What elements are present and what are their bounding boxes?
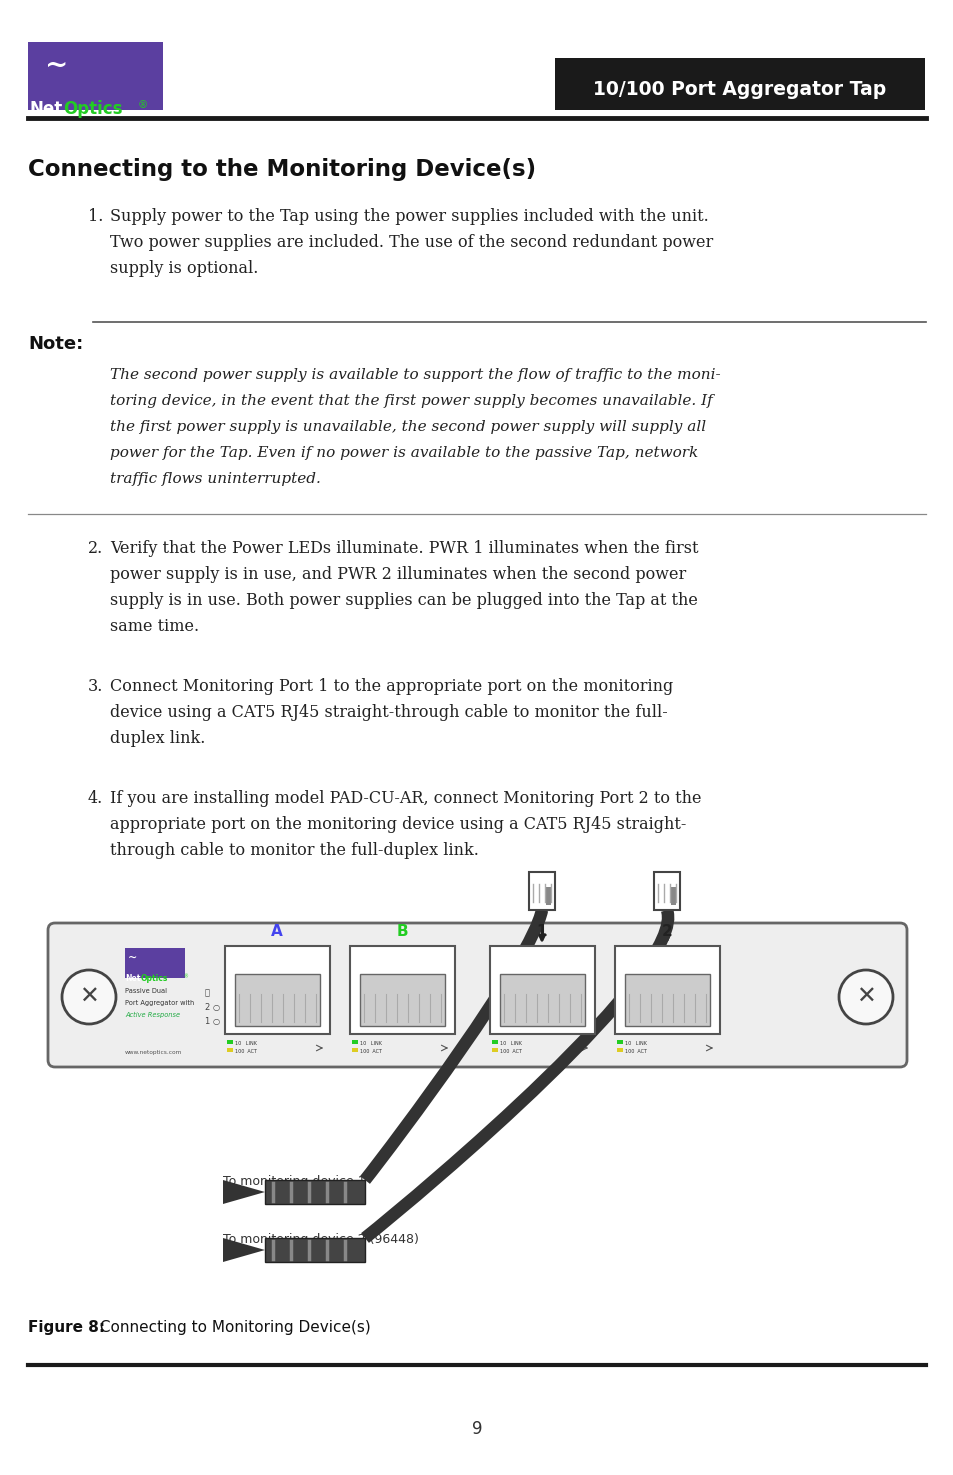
Text: If you are installing model PAD-CU-AR, connect Monitoring Port 2 to the
appropri: If you are installing model PAD-CU-AR, c… xyxy=(110,791,700,860)
Circle shape xyxy=(62,971,116,1024)
Text: 100  ACT: 100 ACT xyxy=(624,1049,646,1055)
Text: Figure 8:: Figure 8: xyxy=(28,1320,105,1335)
Text: Supply power to the Tap using the power supplies included with the unit.
Two pow: Supply power to the Tap using the power … xyxy=(110,208,713,277)
Bar xyxy=(265,1238,365,1263)
Text: Connecting to Monitoring Device(s): Connecting to Monitoring Device(s) xyxy=(95,1320,371,1335)
Bar xyxy=(492,1040,497,1044)
Text: Net: Net xyxy=(125,974,140,982)
Bar xyxy=(227,1049,233,1052)
Bar xyxy=(529,872,555,910)
Bar xyxy=(227,1040,233,1044)
Text: 10   LINK: 10 LINK xyxy=(234,1041,256,1046)
Text: ®: ® xyxy=(183,974,188,979)
Text: Verify that the Power LEDs illuminate. PWR 1 illuminates when the first
power su: Verify that the Power LEDs illuminate. P… xyxy=(110,540,698,636)
Text: The second power supply is available to support the flow of traffic to the moni-: The second power supply is available to … xyxy=(110,367,720,382)
Text: ~: ~ xyxy=(45,52,69,80)
Text: 3.: 3. xyxy=(88,678,103,695)
Circle shape xyxy=(838,971,892,1024)
Bar xyxy=(545,886,551,906)
Bar xyxy=(350,945,455,1034)
Bar xyxy=(490,945,595,1034)
Text: ✕: ✕ xyxy=(79,985,99,1009)
Text: Connect Monitoring Port 1 to the appropriate port on the monitoring
device using: Connect Monitoring Port 1 to the appropr… xyxy=(110,678,673,748)
Text: 2: 2 xyxy=(661,923,672,940)
Text: 1 ○: 1 ○ xyxy=(205,1016,220,1027)
Text: ®: ® xyxy=(138,100,148,111)
Text: 100  ACT: 100 ACT xyxy=(359,1049,381,1055)
Bar xyxy=(615,945,720,1034)
Text: Optics: Optics xyxy=(63,100,122,118)
Text: 2 ○: 2 ○ xyxy=(205,1003,220,1012)
Bar xyxy=(555,58,924,111)
Text: Optics: Optics xyxy=(141,974,168,982)
Text: toring device, in the event that the first power supply becomes unavailable. If: toring device, in the event that the fir… xyxy=(110,394,712,409)
Text: Passive Dual: Passive Dual xyxy=(125,988,167,994)
Bar xyxy=(617,1049,622,1052)
Text: 1: 1 xyxy=(537,923,547,940)
Text: 100  ACT: 100 ACT xyxy=(499,1049,521,1055)
Text: ✕: ✕ xyxy=(855,985,875,1009)
Text: ~: ~ xyxy=(128,951,137,963)
Text: B: B xyxy=(395,923,407,940)
Text: Active Response: Active Response xyxy=(125,1012,180,1018)
Text: To monitoring device 1: To monitoring device 1 xyxy=(223,1176,365,1187)
FancyBboxPatch shape xyxy=(48,923,906,1066)
Bar xyxy=(352,1049,357,1052)
Text: A: A xyxy=(271,923,283,940)
Bar xyxy=(617,1040,622,1044)
Text: 1.: 1. xyxy=(88,208,103,226)
Polygon shape xyxy=(223,1180,265,1204)
Bar xyxy=(265,1180,365,1204)
Bar xyxy=(624,974,709,1027)
Text: To monitoring device 2 (96448): To monitoring device 2 (96448) xyxy=(223,1233,418,1246)
Bar xyxy=(359,974,444,1027)
Text: Connecting to the Monitoring Device(s): Connecting to the Monitoring Device(s) xyxy=(28,158,536,181)
Bar xyxy=(125,948,185,978)
Text: 10   LINK: 10 LINK xyxy=(499,1041,521,1046)
Text: 4.: 4. xyxy=(88,791,103,807)
Text: power for the Tap. Even if no power is available to the passive Tap, network: power for the Tap. Even if no power is a… xyxy=(110,445,698,460)
Text: ⏻: ⏻ xyxy=(205,988,210,997)
Text: Net: Net xyxy=(30,100,63,118)
Bar xyxy=(234,974,319,1027)
Text: the first power supply is unavailable, the second power supply will supply all: the first power supply is unavailable, t… xyxy=(110,420,705,434)
Text: 10   LINK: 10 LINK xyxy=(359,1041,381,1046)
Text: Note:: Note: xyxy=(28,335,83,353)
Bar xyxy=(225,945,330,1034)
Bar xyxy=(654,872,679,910)
Bar xyxy=(670,886,676,906)
Text: www.netoptics.com: www.netoptics.com xyxy=(125,1050,182,1055)
Bar xyxy=(28,41,163,111)
Bar xyxy=(492,1049,497,1052)
Text: 9: 9 xyxy=(471,1420,482,1438)
Text: 100  ACT: 100 ACT xyxy=(234,1049,256,1055)
Text: traffic flows uninterrupted.: traffic flows uninterrupted. xyxy=(110,472,320,485)
Bar xyxy=(352,1040,357,1044)
Text: 10   LINK: 10 LINK xyxy=(624,1041,646,1046)
Polygon shape xyxy=(223,1238,265,1263)
Text: 10/100 Port Aggregator Tap: 10/100 Port Aggregator Tap xyxy=(593,80,885,99)
Bar xyxy=(499,974,584,1027)
Text: 2.: 2. xyxy=(88,540,103,558)
Text: Port Aggregator with: Port Aggregator with xyxy=(125,1000,194,1006)
